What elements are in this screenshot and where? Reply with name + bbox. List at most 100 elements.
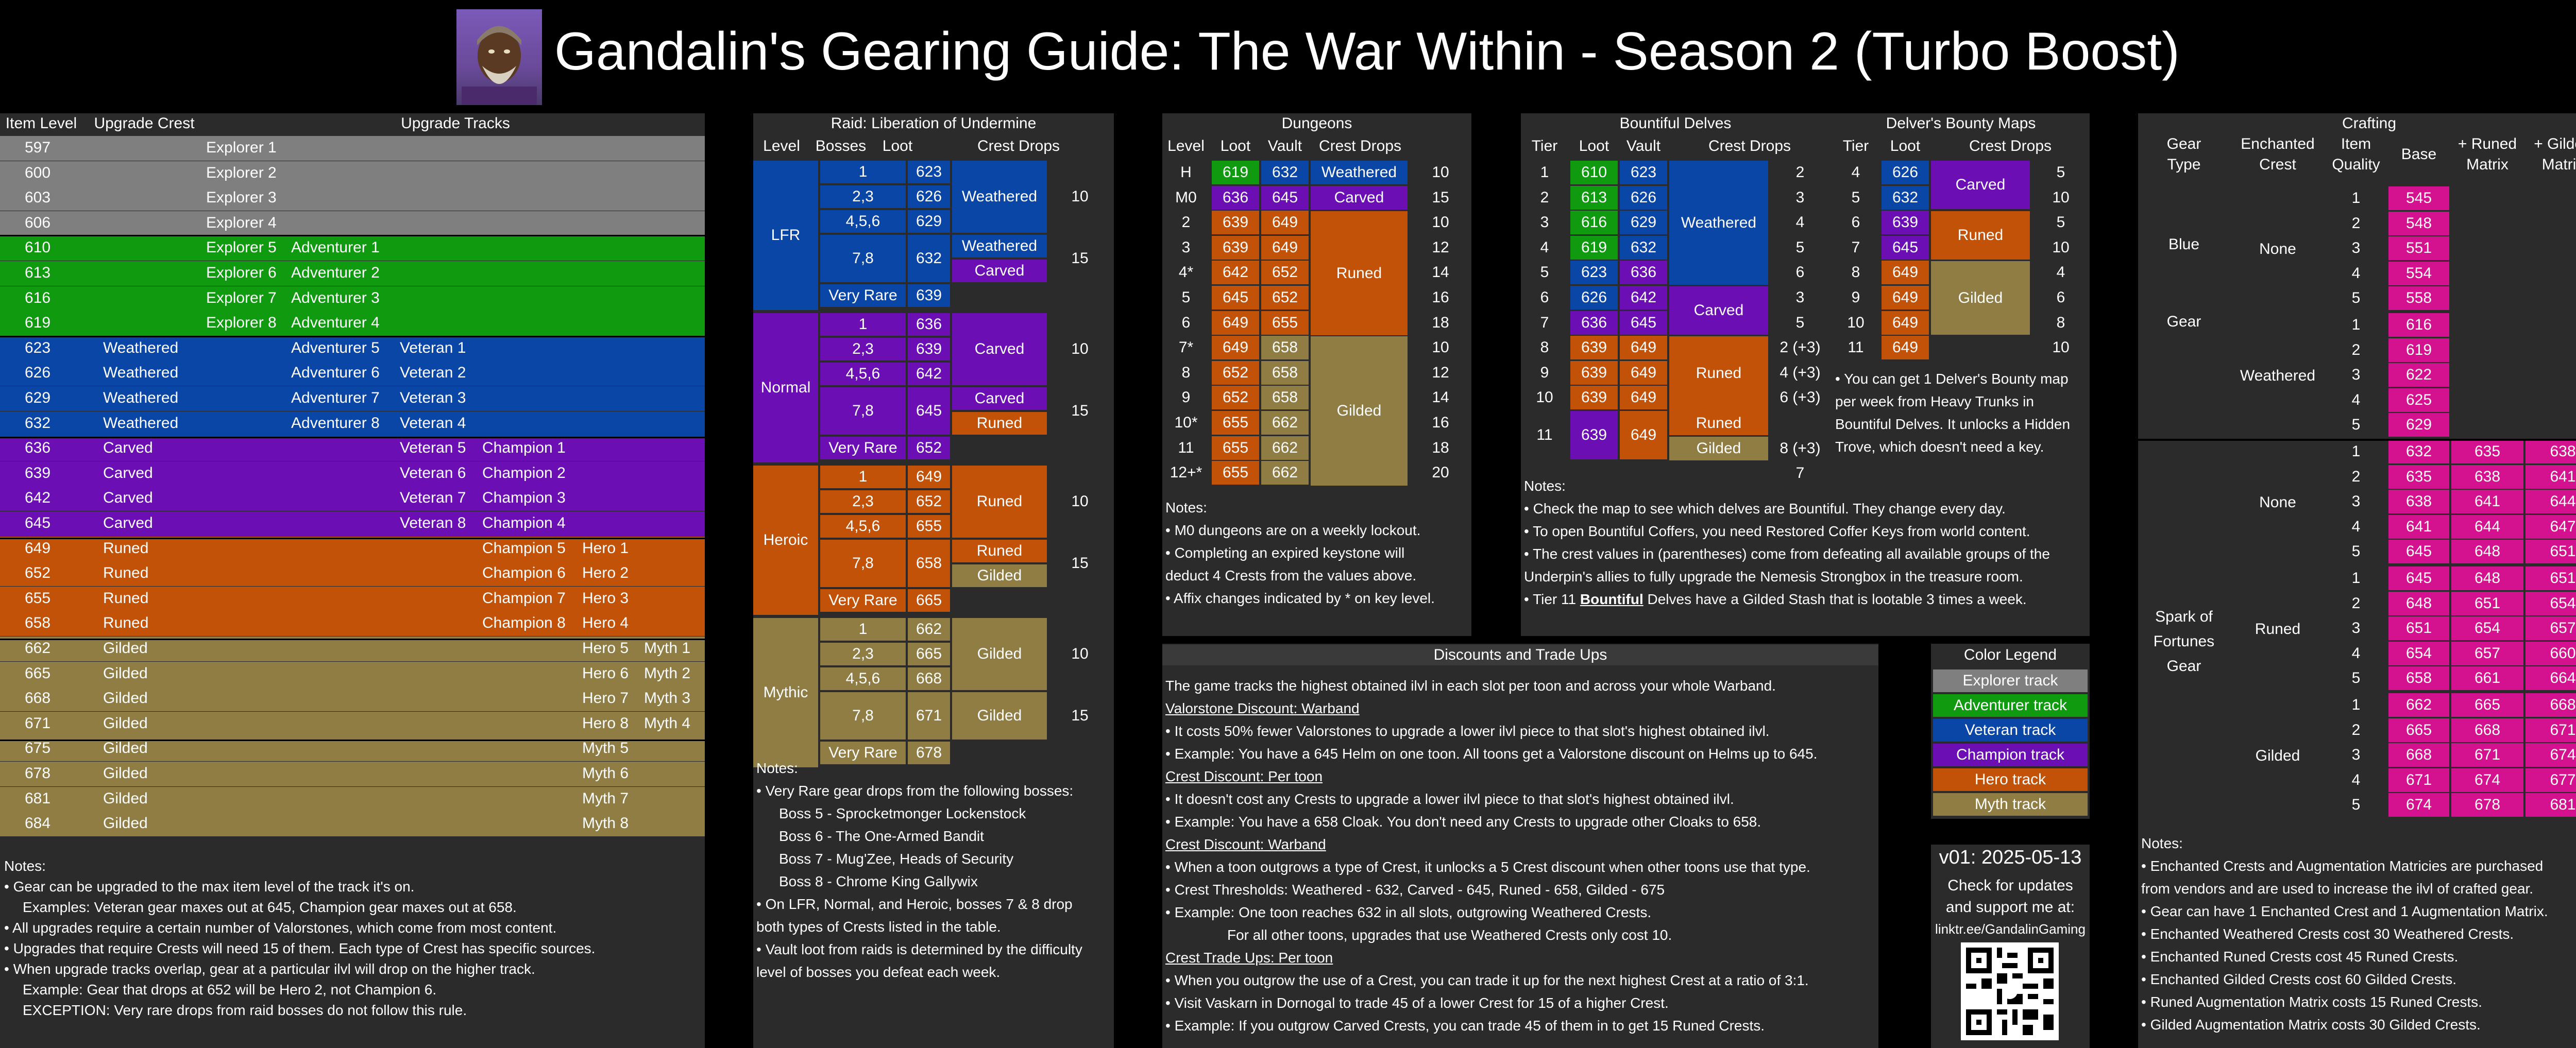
vault-cell bbox=[1261, 286, 1309, 310]
qr-code bbox=[1961, 942, 2059, 1040]
gilded-ilvl: 651 bbox=[2550, 543, 2576, 560]
legend-swatch bbox=[1933, 669, 2088, 692]
loot-cell bbox=[1212, 360, 1259, 385]
loot-value: 626 bbox=[1892, 164, 1919, 181]
author-avatar bbox=[456, 9, 542, 105]
boss-label: 2,3 bbox=[852, 340, 874, 357]
note-line: • Enchanted Runed Crests cost 45 Runed C… bbox=[2141, 949, 2459, 965]
base-cell bbox=[2388, 465, 2449, 489]
section-title: Delver's Bounty Maps bbox=[1886, 115, 2036, 132]
item-level: 616 bbox=[25, 289, 51, 306]
vault-value: 632 bbox=[1272, 164, 1298, 181]
base-cell bbox=[2388, 338, 2449, 362]
table-row bbox=[0, 686, 705, 712]
vault-value: 649 bbox=[1272, 214, 1298, 231]
loot-value: 671 bbox=[916, 707, 942, 724]
col-header: Gear bbox=[2166, 135, 2201, 152]
item-level: 642 bbox=[25, 489, 51, 507]
row-divider bbox=[0, 639, 705, 640]
base-cell bbox=[2388, 363, 2449, 387]
loot-value: 636 bbox=[916, 316, 942, 333]
gilded-ilvl: 660 bbox=[2550, 644, 2576, 662]
loot-value: 639 bbox=[1581, 426, 1607, 443]
delve-tier: 5 bbox=[1540, 264, 1549, 281]
gilded-cell bbox=[2526, 514, 2576, 539]
boss-cell bbox=[820, 589, 906, 612]
upgrade-crest: Weathered bbox=[103, 389, 179, 406]
item-quality: 5 bbox=[2351, 289, 2361, 307]
upgrade-crest: Carved bbox=[103, 514, 153, 531]
crest-count: 7 bbox=[1795, 465, 1805, 482]
gilded-ilvl: 638 bbox=[2550, 443, 2576, 460]
base-ilvl: 619 bbox=[2405, 341, 2432, 358]
track-adventurer: Adventurer 4 bbox=[291, 314, 380, 332]
delve-tier: 4 bbox=[1540, 238, 1549, 256]
gear-type: Fortunes bbox=[2153, 633, 2215, 650]
gilded-ilvl: 681 bbox=[2550, 796, 2576, 814]
enchanted-crest: Gilded bbox=[2255, 747, 2300, 764]
loot-value: 668 bbox=[916, 670, 942, 687]
crest-name: Runed bbox=[1957, 227, 2004, 244]
table-row bbox=[0, 211, 705, 236]
item-quality: 3 bbox=[2351, 620, 2361, 637]
base-ilvl: 645 bbox=[2405, 543, 2432, 560]
crest-cell bbox=[952, 235, 1047, 257]
crest-name: Gilded bbox=[1696, 440, 1741, 457]
col-header: Matrix bbox=[2541, 156, 2576, 173]
loot-cell bbox=[1212, 411, 1259, 435]
loot-value: 652 bbox=[1222, 389, 1249, 406]
crest-cell bbox=[1311, 186, 1408, 210]
loot-value: 642 bbox=[916, 365, 942, 382]
upgrade-crest: Gilded bbox=[103, 714, 148, 732]
base-ilvl: 548 bbox=[2405, 214, 2432, 232]
base-ilvl: 622 bbox=[2405, 366, 2432, 384]
loot-cell bbox=[1212, 286, 1259, 310]
item-level: 639 bbox=[25, 464, 51, 482]
crest-cell bbox=[952, 387, 1047, 410]
boss-label: 2,3 bbox=[852, 493, 874, 510]
boss-cell bbox=[820, 387, 906, 435]
track-veteran: Veteran 7 bbox=[400, 489, 466, 507]
key-level: 11 bbox=[1178, 439, 1194, 456]
crest-count: 16 bbox=[1432, 289, 1449, 306]
table-row bbox=[0, 311, 705, 336]
item-quality: 4 bbox=[2351, 264, 2361, 282]
note-line: • The crest values in (parentheses) come… bbox=[1524, 546, 2050, 562]
loot-cell bbox=[908, 338, 950, 360]
key-level: 10* bbox=[1174, 414, 1198, 431]
item-level: 668 bbox=[25, 690, 51, 707]
crest-cell bbox=[1311, 336, 1408, 486]
boss-cell bbox=[820, 466, 906, 488]
note-line: • When upgrade tracks overlap, gear at a… bbox=[4, 961, 535, 977]
base-ilvl: 635 bbox=[2405, 468, 2432, 485]
crest-count: 10 bbox=[2052, 238, 2070, 256]
boss-label: 1 bbox=[858, 468, 868, 485]
loot-cell bbox=[908, 490, 950, 513]
base-cell bbox=[2388, 793, 2449, 817]
key-level: 2 bbox=[1181, 214, 1191, 231]
item-quality: 4 bbox=[2351, 771, 2361, 788]
crest-count: 8 bbox=[2056, 314, 2065, 331]
section-title: Crafting bbox=[2342, 115, 2397, 132]
map-tier: 9 bbox=[1851, 289, 1860, 306]
table-row bbox=[0, 386, 705, 411]
crest-name: Gilded bbox=[1336, 402, 1382, 419]
loot-cell bbox=[908, 466, 950, 488]
vault-value: 649 bbox=[1630, 426, 1657, 443]
upgrade-crest: Carved bbox=[103, 464, 153, 482]
col-header: Upgrade Crest bbox=[94, 115, 195, 132]
runed-cell bbox=[2451, 693, 2523, 717]
table-row bbox=[0, 336, 705, 361]
gilded-cell bbox=[2526, 566, 2576, 590]
loot-cell bbox=[1570, 185, 1618, 210]
map-tier: 6 bbox=[1851, 214, 1860, 231]
upgrade-crest: Carved bbox=[103, 439, 153, 457]
item-level: 600 bbox=[25, 164, 51, 181]
col-header: Item bbox=[2341, 135, 2371, 152]
loot-cell bbox=[1882, 286, 1929, 310]
runed-cell bbox=[2451, 440, 2523, 463]
crest-count: 6 (+3) bbox=[1780, 389, 1821, 406]
vault-cell bbox=[1261, 386, 1309, 410]
section-title: Bountiful Delves bbox=[1619, 115, 1732, 132]
raid-level: Normal bbox=[760, 379, 811, 396]
